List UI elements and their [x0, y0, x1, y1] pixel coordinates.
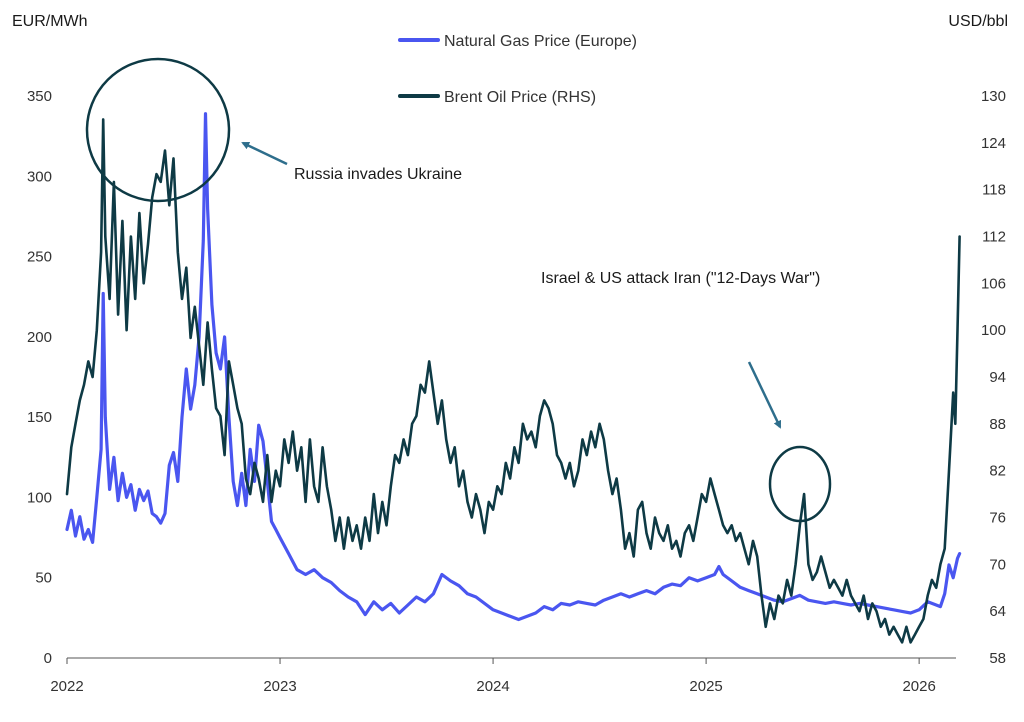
legend-label-gas: Natural Gas Price (Europe): [444, 33, 637, 50]
y-right-tick-label: 94: [989, 369, 1006, 386]
y-right-tick-label: 58: [989, 650, 1006, 667]
annotation-arrow-russia: [241, 141, 288, 166]
left-axis-unit-label: EUR/MWh: [12, 13, 88, 30]
annotation-russia: Russia invades Ukraine: [85, 57, 462, 203]
y-left-tick-label: 50: [35, 570, 52, 587]
y-right-tick-label: 82: [989, 463, 1006, 480]
x-tick-label: 2025: [689, 678, 722, 695]
y-right-tick-label: 100: [981, 322, 1006, 339]
annotation-text-iran: Israel & US attack Iran ("12-Days War"): [541, 270, 820, 287]
y-left-tick-label: 350: [27, 88, 52, 105]
series-line-gas: [65, 112, 962, 622]
annotation-text-russia: Russia invades Ukraine: [294, 166, 462, 183]
annotation-iran: Israel & US attack Iran ("12-Days War"): [541, 270, 832, 523]
y-right-axis: 58 64 70 76 82 88 94 100 106 112 118 124 130: [981, 88, 1006, 667]
y-right-tick-label: 118: [982, 182, 1006, 199]
y-left-axis: 0 50 100 150 200 250 300 350: [27, 88, 52, 667]
y-left-tick-label: 100: [27, 489, 52, 506]
y-right-tick-label: 88: [989, 416, 1006, 433]
series-line-oil: [65, 118, 961, 644]
y-left-tick-label: 200: [27, 329, 52, 346]
right-axis-unit-label: USD/bbl: [948, 13, 1008, 30]
y-right-tick-label: 130: [981, 88, 1006, 105]
x-tick-label: 2024: [476, 678, 509, 695]
legend: Natural Gas Price (Europe) Brent Oil Pri…: [398, 33, 637, 106]
y-left-tick-label: 250: [27, 249, 52, 266]
x-tick-label: 2022: [50, 678, 83, 695]
y-right-tick-label: 112: [982, 229, 1006, 246]
series-layer: [65, 112, 962, 644]
y-right-tick-label: 76: [989, 510, 1006, 527]
annotation-circle-iran: [768, 445, 832, 523]
y-right-tick-label: 70: [989, 556, 1006, 573]
x-tick-label: 2026: [902, 678, 935, 695]
y-right-tick-label: 124: [981, 135, 1006, 152]
y-right-tick-label: 64: [989, 603, 1006, 620]
x-tick-label: 2023: [263, 678, 296, 695]
annotation-circle-russia: [85, 57, 231, 203]
x-axis: 2022 2023 2024 2025 2026: [50, 657, 956, 695]
y-right-tick-label: 106: [981, 275, 1006, 292]
legend-label-oil: Brent Oil Price (RHS): [444, 89, 596, 106]
y-left-tick-label: 0: [44, 650, 52, 667]
y-left-tick-label: 150: [27, 409, 52, 426]
y-left-tick-label: 300: [27, 168, 52, 185]
annotation-arrow-iran: [747, 361, 782, 429]
